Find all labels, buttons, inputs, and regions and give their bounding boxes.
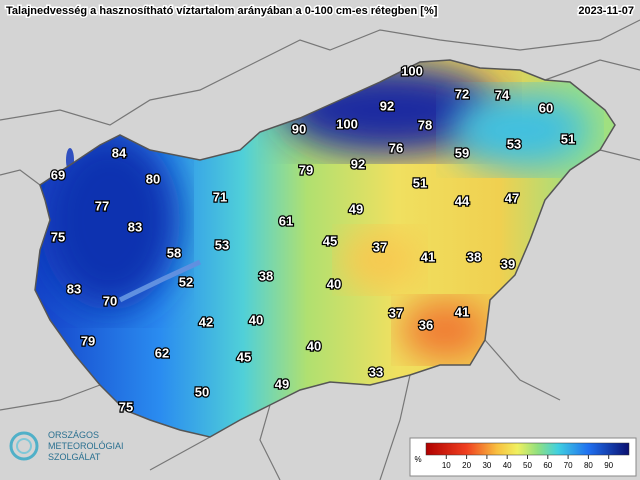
station-value: 76 xyxy=(389,140,403,155)
station-value: 79 xyxy=(81,333,95,348)
logo-line: METEOROLÓGIAI xyxy=(48,441,124,451)
station-value: 40 xyxy=(327,276,341,291)
colorbar xyxy=(425,442,630,456)
station-value: 74 xyxy=(495,87,510,102)
station-value: 69 xyxy=(51,167,65,182)
station-value: 90 xyxy=(292,121,306,136)
station-value: 61 xyxy=(279,213,293,228)
station-value: 92 xyxy=(351,156,365,171)
station-value: 79 xyxy=(299,162,313,177)
legend: % 10 20 30 40 50 60 70 80 90 xyxy=(409,437,637,477)
station-value: 53 xyxy=(507,136,521,151)
station-value: 100 xyxy=(401,63,423,78)
station-value: 83 xyxy=(67,281,81,296)
station-value: 49 xyxy=(349,201,363,216)
station-value: 40 xyxy=(249,312,263,327)
station-value: 83 xyxy=(128,219,142,234)
legend-tick-label: 40 xyxy=(503,461,512,470)
balaton xyxy=(118,259,202,303)
legend-tick-label: 20 xyxy=(462,461,471,470)
station-value: 49 xyxy=(275,376,289,391)
station-value: 51 xyxy=(561,131,575,146)
station-value: 62 xyxy=(155,345,169,360)
station-value: 36 xyxy=(419,317,433,332)
station-value: 39 xyxy=(501,256,515,271)
station-labels: 69 84 80 77 83 75 71 58 53 52 83 70 61 79 90 100 92 100 92… xyxy=(50,62,577,416)
station-value: 84 xyxy=(112,145,127,160)
logo: ORSZÁGOS METEOROLÓGIAI SZOLGÁLAT xyxy=(9,430,124,462)
station-value: 38 xyxy=(467,249,481,264)
borders xyxy=(0,19,640,480)
station-value: 42 xyxy=(199,314,213,329)
station-value: 78 xyxy=(418,117,432,132)
station-value: 100 xyxy=(336,116,358,131)
legend-tick-label: 80 xyxy=(584,461,593,470)
station-value: 52 xyxy=(179,274,193,289)
station-value: 51 xyxy=(413,175,427,190)
station-value: 41 xyxy=(421,249,435,264)
station-value: 40 xyxy=(307,338,321,353)
logo-line: ORSZÁGOS xyxy=(48,430,99,440)
station-value: 50 xyxy=(195,384,209,399)
station-value: 75 xyxy=(51,229,65,244)
station-value: 58 xyxy=(167,245,181,260)
station-value: 45 xyxy=(323,233,337,248)
station-value: 37 xyxy=(389,305,403,320)
station-value: 70 xyxy=(103,293,117,308)
station-value: 45 xyxy=(237,349,251,364)
legend-tick-label: 30 xyxy=(482,461,491,470)
station-value: 47 xyxy=(505,190,519,205)
legend-tick-label: 50 xyxy=(523,461,532,470)
station-value: 80 xyxy=(146,171,160,186)
station-value: 92 xyxy=(380,98,394,113)
station-value: 72 xyxy=(455,86,469,101)
station-value: 53 xyxy=(215,237,229,252)
station-value: 44 xyxy=(455,193,470,208)
station-value: 75 xyxy=(119,399,133,414)
map-title: Talajnedvesség a hasznosítható víztartal… xyxy=(6,5,438,17)
legend-tick-label: 60 xyxy=(543,461,552,470)
logo-line: SZOLGÁLAT xyxy=(48,452,101,462)
legend-tick-label: 90 xyxy=(604,461,613,470)
legend-unit: % xyxy=(414,455,421,464)
station-value: 71 xyxy=(213,189,227,204)
station-value: 33 xyxy=(369,364,383,379)
station-value: 37 xyxy=(373,239,387,254)
station-value: 59 xyxy=(455,145,469,160)
station-value: 77 xyxy=(95,198,109,213)
station-value: 60 xyxy=(539,100,553,115)
map-date: 2023-11-07 xyxy=(578,5,634,17)
legend-tick-label: 10 xyxy=(442,461,451,470)
legend-tick-label: 70 xyxy=(564,461,573,470)
station-value: 38 xyxy=(259,268,273,283)
station-value: 41 xyxy=(455,304,469,319)
